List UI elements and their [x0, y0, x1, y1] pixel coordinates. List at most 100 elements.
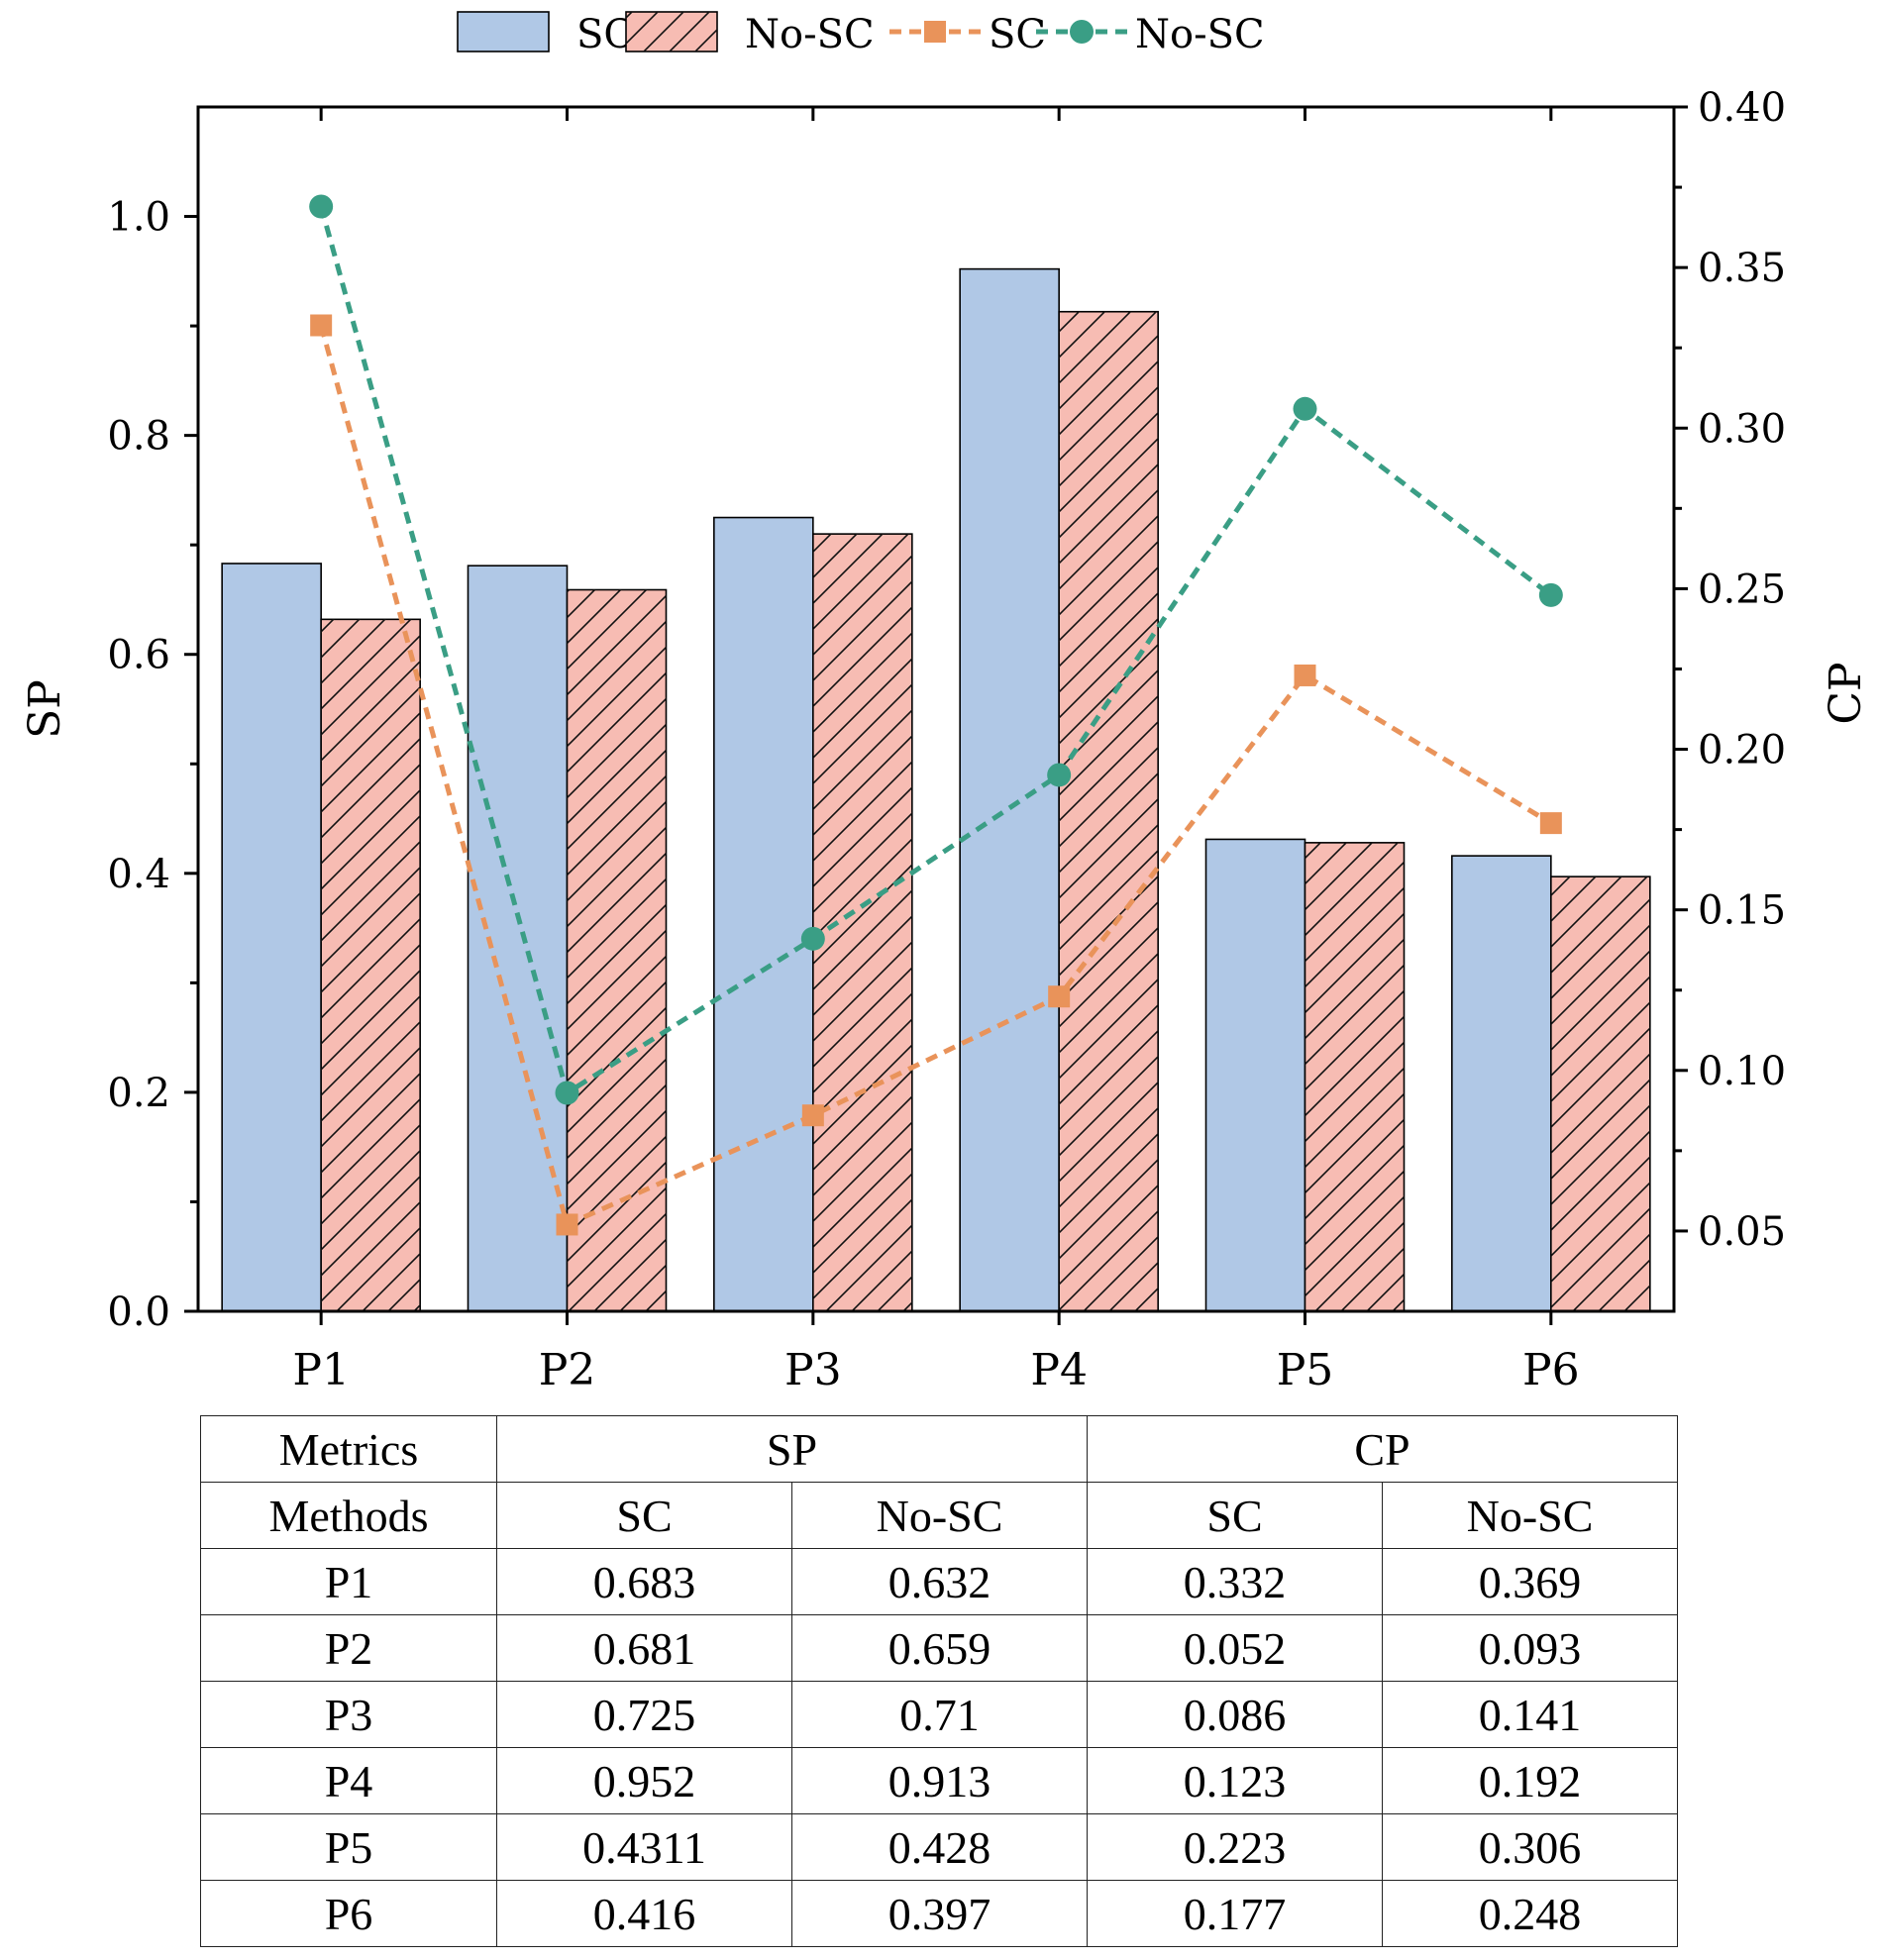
- header-cell-metrics: Metrics: [200, 1415, 497, 1483]
- y2-tick-label: 0.40: [1698, 85, 1786, 131]
- table-cell: 0.332: [1087, 1548, 1383, 1615]
- x-tick-label: P1: [292, 1345, 350, 1395]
- point-sc-p5: [1294, 664, 1316, 686]
- bar-hatch-nosc-p2: [567, 589, 667, 1311]
- y2-tick-label: 0.10: [1698, 1049, 1786, 1094]
- table-row: P2 0.681 0.659 0.052 0.093: [200, 1614, 1678, 1682]
- bar-hatch-nosc-p1: [321, 619, 421, 1311]
- table-cell: 0.913: [791, 1747, 1088, 1814]
- x-tick-label: P5: [1277, 1345, 1334, 1395]
- metrics-table: Metrics SP CP Methods SC No-SC SC No-SC …: [200, 1415, 1678, 1947]
- table-cell: 0.248: [1382, 1880, 1678, 1947]
- legend-swatch-sc-bar: [457, 11, 550, 52]
- y2-tick-label: 0.30: [1698, 406, 1786, 452]
- point-sc-p2: [556, 1213, 578, 1236]
- point-nosc-p5: [1293, 396, 1317, 421]
- table-cell: 0.192: [1382, 1747, 1678, 1814]
- table-row: P1 0.683 0.632 0.332 0.369: [200, 1548, 1678, 1615]
- table-header-row-1: Metrics SP CP: [200, 1415, 1678, 1483]
- x-tick-label: P2: [539, 1345, 596, 1395]
- table-cell: 0.123: [1087, 1747, 1383, 1814]
- header-cell-cp: CP: [1087, 1415, 1678, 1483]
- y-tick-label: 0.4: [107, 852, 170, 897]
- legend-swatch-nosc-bar-hatch: [626, 12, 717, 52]
- header-cell-sp: SP: [496, 1415, 1088, 1483]
- table-cell: 0.369: [1382, 1548, 1678, 1615]
- table-cell: 0.416: [496, 1880, 792, 1947]
- legend: SC No-SC SC No-SC: [457, 11, 1265, 57]
- point-nosc-p3: [800, 926, 825, 951]
- table-row: P6 0.416 0.397 0.177 0.248: [200, 1880, 1678, 1947]
- point-nosc-p1: [309, 194, 334, 219]
- point-nosc-p6: [1538, 582, 1563, 607]
- bar-hatch-nosc-p5: [1305, 842, 1405, 1311]
- bar-hatch-nosc-p3: [812, 534, 912, 1311]
- y-tick-label: 0.2: [107, 1071, 170, 1116]
- table-cell: 0.052: [1087, 1614, 1383, 1682]
- table-cell: 0.223: [1087, 1813, 1383, 1881]
- header-cell-cp-sc: SC: [1087, 1482, 1383, 1549]
- row-label: P6: [200, 1880, 497, 1947]
- tick-layer: 0.0 0.2 0.4 0.6 0.8 1.0 0.05 0.10 0.15 0.20 0.25 0.…: [107, 85, 1786, 1395]
- table-cell: 0.428: [791, 1813, 1088, 1881]
- line-nosc: [318, 205, 1553, 1097]
- y2-tick-label: 0.15: [1698, 888, 1786, 934]
- legend-marker-nosc: [1070, 20, 1094, 44]
- bar-sc-p2: [467, 565, 569, 1312]
- table-row: P5 0.4311 0.428 0.223 0.306: [200, 1813, 1678, 1881]
- table-cell: 0.4311: [496, 1813, 792, 1881]
- legend-label-sc-bar: SC: [576, 12, 634, 57]
- table-row: P4 0.952 0.913 0.123 0.192: [200, 1747, 1678, 1814]
- bar-sc-p6: [1451, 855, 1552, 1312]
- x-tick-label: P3: [784, 1345, 842, 1395]
- legend-label-sc-line: SC: [989, 12, 1046, 57]
- table-cell: 0.952: [496, 1747, 792, 1814]
- point-nosc-p4: [1047, 763, 1072, 787]
- table-header-row-2: Methods SC No-SC SC No-SC: [200, 1482, 1678, 1549]
- table-cell: 0.086: [1087, 1681, 1383, 1748]
- bar-hatch-nosc-p6: [1550, 877, 1650, 1311]
- legend-label-nosc-bar: No-SC: [745, 12, 875, 57]
- point-sc-p6: [1539, 812, 1562, 835]
- table-cell: 0.306: [1382, 1813, 1678, 1881]
- header-cell-methods: Methods: [200, 1482, 497, 1549]
- legend-label-nosc-line: No-SC: [1135, 12, 1265, 57]
- x-tick-label: P4: [1030, 1345, 1088, 1395]
- axes-layer: [196, 105, 1676, 1313]
- combo-chart: SC No-SC SC No-SC 0.0 0.2 0.4 0.6 0.8 1.0 0.05…: [20, 11, 1871, 1395]
- table-cell: 0.71: [791, 1681, 1088, 1748]
- y-axis-title: SP: [20, 679, 70, 739]
- point-sc-p1: [310, 314, 333, 337]
- y2-axis-title: CP: [1821, 662, 1871, 724]
- row-label: P5: [200, 1813, 497, 1881]
- table-cell: 0.659: [791, 1614, 1088, 1682]
- header-cell-cp-nosc: No-SC: [1382, 1482, 1678, 1549]
- y-tick-label: 1.0: [107, 195, 170, 241]
- row-label: P1: [200, 1548, 497, 1615]
- point-sc-p3: [801, 1104, 824, 1127]
- point-nosc-p2: [555, 1081, 579, 1105]
- header-cell-sp-nosc: No-SC: [791, 1482, 1088, 1549]
- table-cell: 0.397: [791, 1880, 1088, 1947]
- bar-sc-p5: [1204, 838, 1306, 1312]
- table-cell: 0.093: [1382, 1614, 1678, 1682]
- table-row: P3 0.725 0.71 0.086 0.141: [200, 1681, 1678, 1748]
- y2-tick-label: 0.35: [1698, 246, 1786, 291]
- line-sc: [318, 324, 1553, 1228]
- point-sc-p4: [1048, 985, 1071, 1008]
- x-tick-label: P6: [1522, 1345, 1580, 1395]
- bar-sc-p4: [959, 267, 1060, 1312]
- row-label: P4: [200, 1747, 497, 1814]
- header-cell-sp-sc: SC: [496, 1482, 792, 1549]
- y-tick-label: 0.0: [107, 1289, 170, 1335]
- row-label: P3: [200, 1681, 497, 1748]
- row-label: P2: [200, 1614, 497, 1682]
- table-cell: 0.177: [1087, 1880, 1383, 1947]
- table-cell: 0.683: [496, 1548, 792, 1615]
- plot-frame: [196, 105, 1676, 1313]
- y2-tick-label: 0.20: [1698, 728, 1786, 774]
- table-cell: 0.141: [1382, 1681, 1678, 1748]
- legend-marker-sc: [924, 21, 946, 43]
- bar-layer: [221, 267, 1651, 1312]
- y-tick-label: 0.6: [107, 633, 170, 678]
